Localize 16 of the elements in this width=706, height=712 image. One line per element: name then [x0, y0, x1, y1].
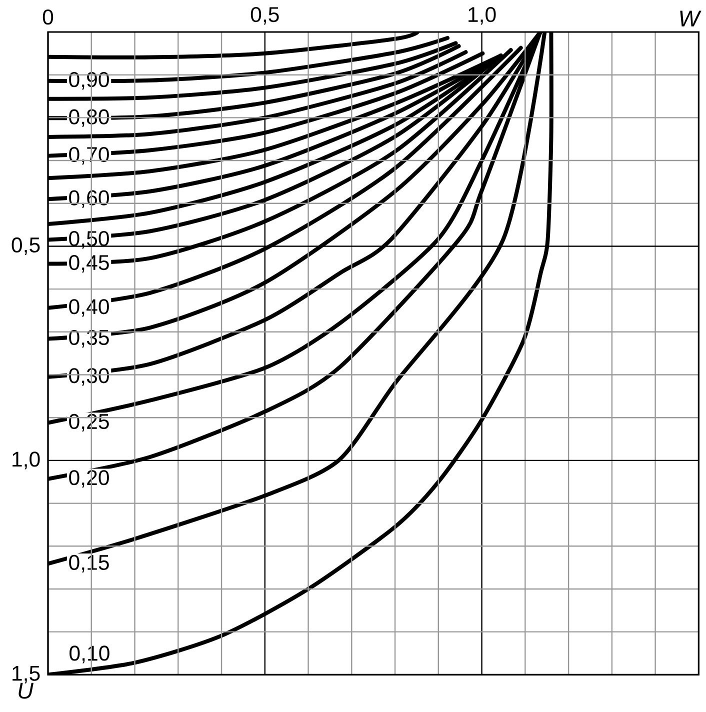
- series-label: 0,10: [70, 646, 110, 664]
- x-tick-label: 0,5: [250, 7, 279, 25]
- series-label: 0,40: [69, 299, 109, 317]
- series-label: 0,80: [69, 109, 109, 127]
- x-tick-label: 1,0: [468, 7, 496, 25]
- y-tick-label: 1,5: [12, 666, 40, 684]
- series-label: 0,20: [69, 470, 109, 488]
- y-tick-label: 1,0: [12, 452, 40, 470]
- series-label: 0,15: [69, 554, 109, 573]
- y-tick-label: 0,5: [12, 237, 40, 256]
- x-tick-label: 0: [42, 10, 54, 25]
- y-axis-title: U: [18, 682, 34, 699]
- series-label: 0,30: [69, 368, 109, 386]
- series-label: 0,45: [69, 254, 109, 273]
- series-label: 0,50: [69, 230, 109, 249]
- x-axis-title: W: [680, 10, 702, 26]
